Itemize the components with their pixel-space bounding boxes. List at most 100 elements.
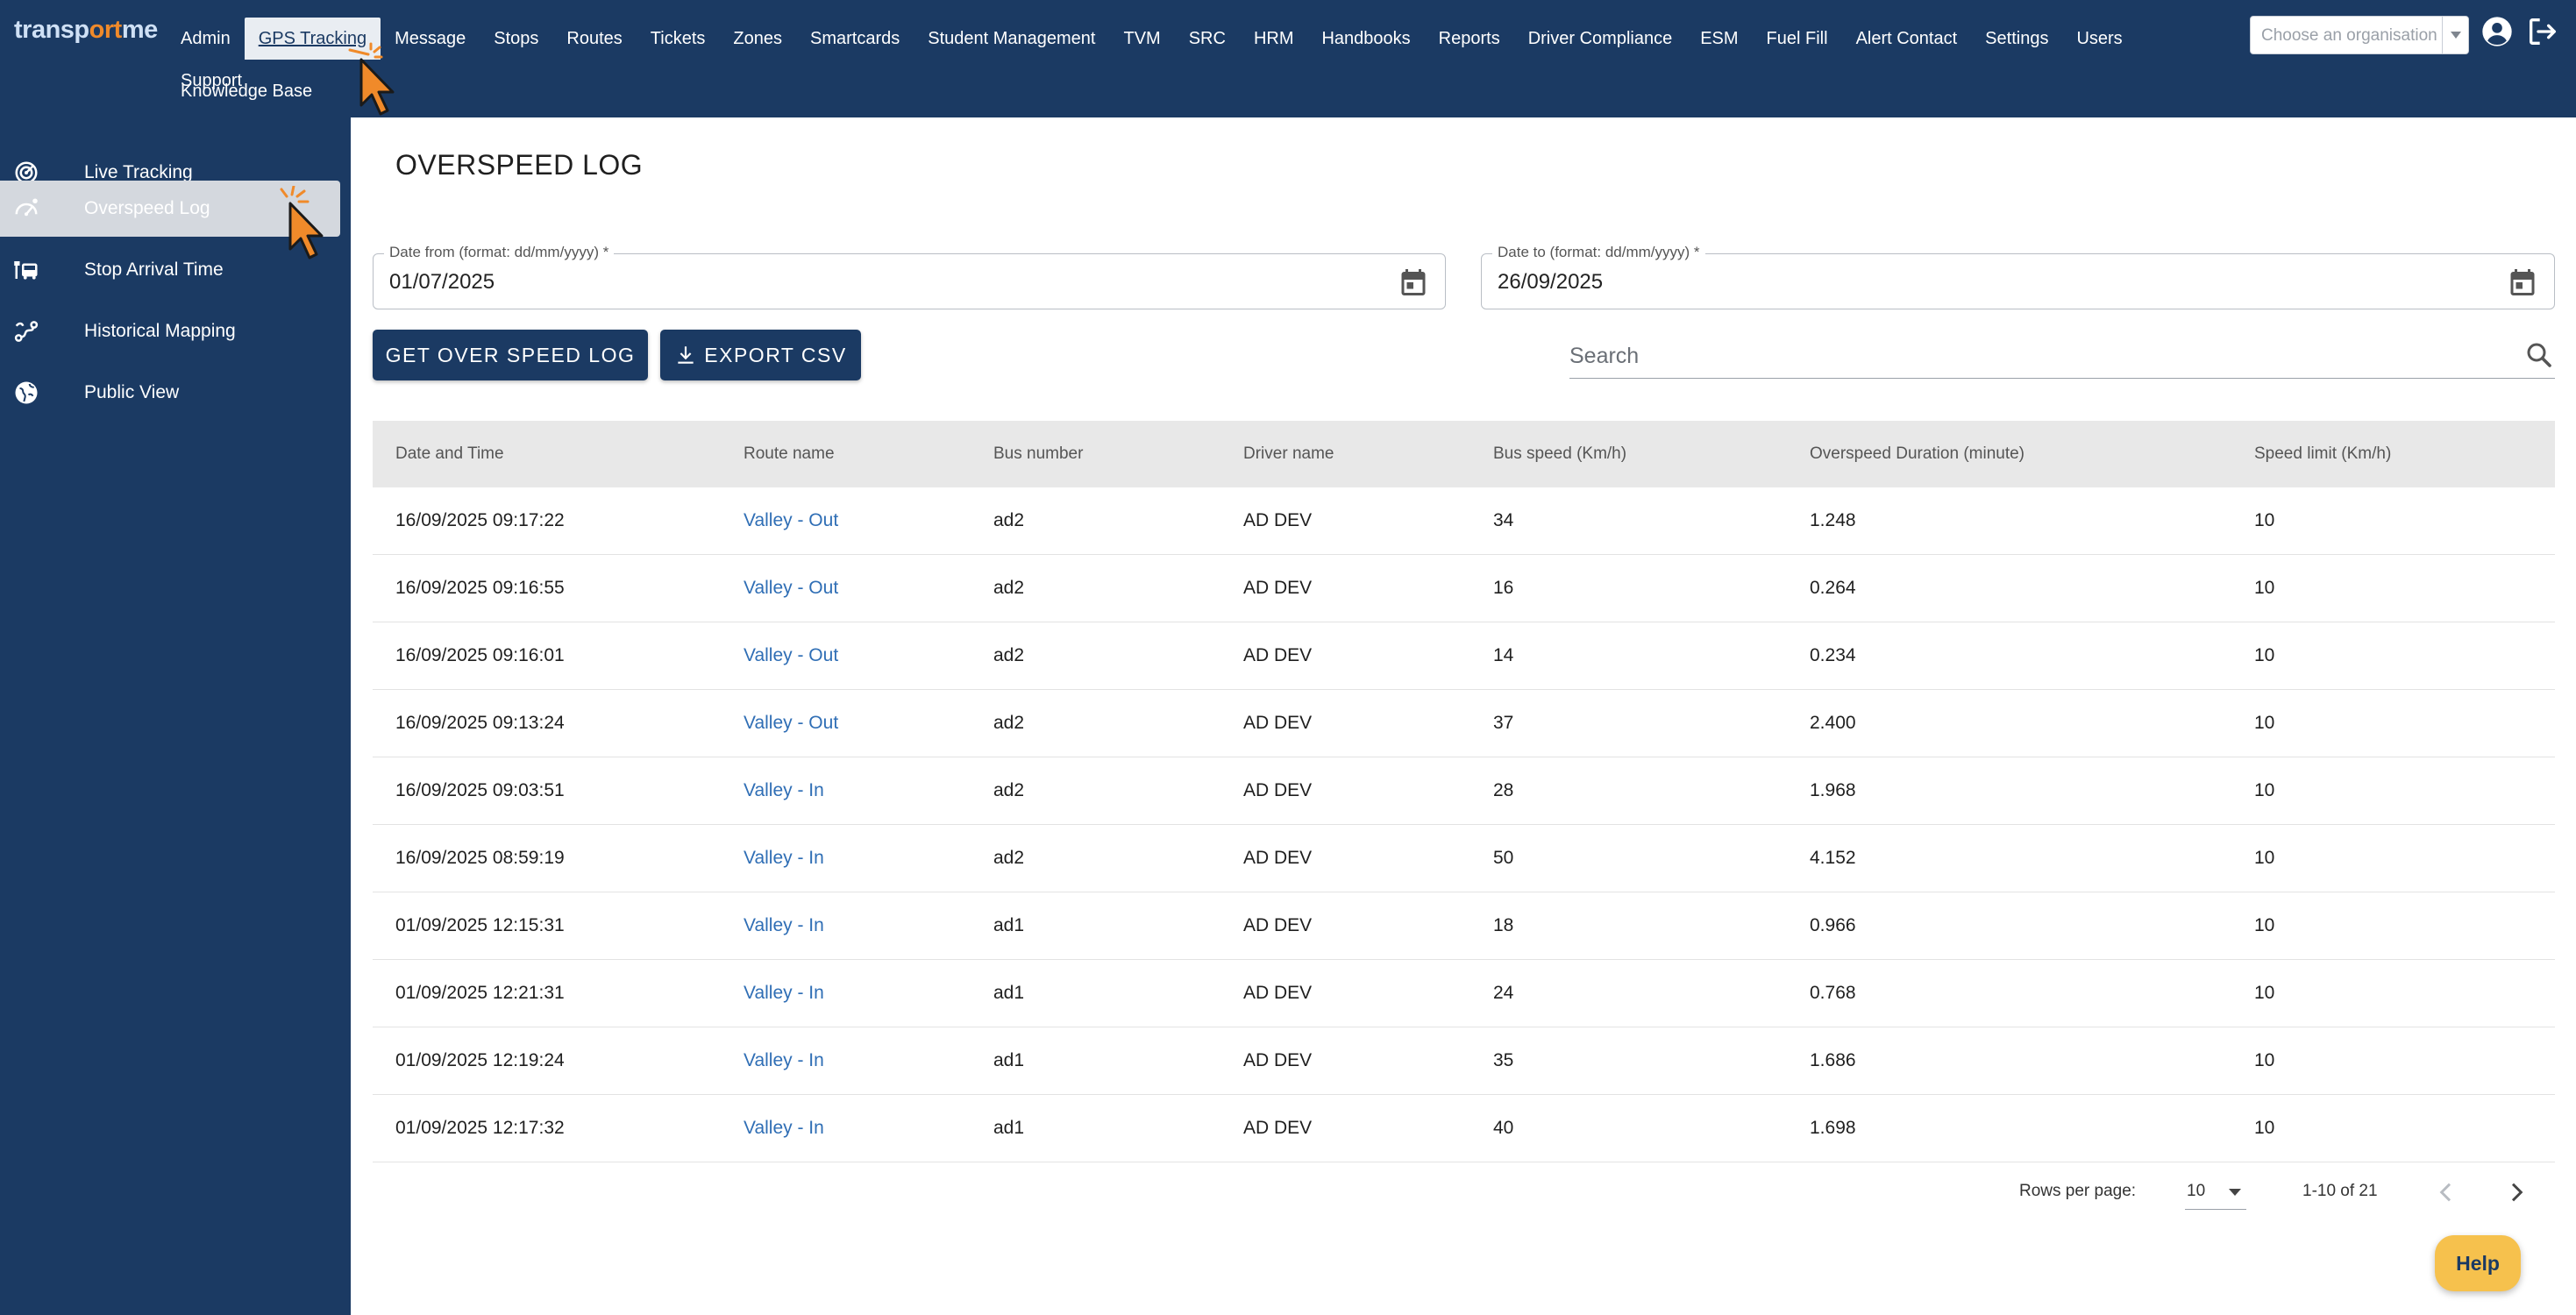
- nav-item-smartcards[interactable]: Smartcards: [809, 29, 900, 48]
- route-link[interactable]: Valley - In: [744, 780, 824, 800]
- route-link[interactable]: Valley - Out: [744, 645, 839, 665]
- date-from-value[interactable]: 01/07/2025: [389, 270, 495, 294]
- cell-overspeed-duration: 2.400: [1810, 713, 1856, 733]
- table-row[interactable]: 16/09/2025 08:59:19 Valley - In ad2 AD DEV 5…: [373, 825, 2555, 892]
- table-row[interactable]: 16/09/2025 09:13:24 Valley - Out ad2 AD DEV…: [373, 690, 2555, 757]
- cell-bus-speed: 50: [1493, 848, 1514, 868]
- sidebar-item-public-view[interactable]: Public View: [0, 366, 340, 420]
- table-row[interactable]: 16/09/2025 09:16:55 Valley - Out ad2 AD DEV…: [373, 555, 2555, 622]
- export-csv-button[interactable]: EXPORT CSV: [660, 330, 861, 380]
- account-circle-icon[interactable]: [2480, 14, 2515, 49]
- sidebar-item-label: Live Tracking: [84, 162, 193, 182]
- bus-stop-icon: [0, 243, 53, 297]
- table-body: 16/09/2025 09:17:22 Valley - Out ad2 AD DEV…: [373, 487, 2555, 1162]
- column-header-date-time[interactable]: Date and Time: [395, 444, 504, 463]
- table-row[interactable]: 16/09/2025 09:17:22 Valley - Out ad2 AD DEV…: [373, 487, 2555, 555]
- sidebar-item-stop-arrival-time[interactable]: Stop Arrival Time: [0, 243, 340, 297]
- sidebar-item-historical-mapping[interactable]: Historical Mapping: [0, 304, 340, 359]
- route-link[interactable]: Valley - In: [744, 848, 824, 868]
- nav-item-tickets[interactable]: Tickets: [650, 29, 706, 48]
- nav-item-stops[interactable]: Stops: [494, 29, 539, 48]
- route-link[interactable]: Valley - Out: [744, 578, 839, 598]
- sidebar-item-label: Stop Arrival Time: [84, 259, 224, 280]
- nav-item-settings[interactable]: Settings: [1985, 29, 2049, 48]
- search-placeholder: Search: [1569, 344, 1640, 368]
- table-row[interactable]: 01/09/2025 12:19:24 Valley - In ad1 AD DEV 3…: [373, 1027, 2555, 1095]
- sidebar: Live Tracking Overspeed Log Stop Arrival…: [0, 117, 351, 1315]
- cell-date-time: 16/09/2025 08:59:19: [395, 848, 565, 868]
- get-overspeed-log-button[interactable]: GET OVER SPEED LOG: [373, 330, 648, 380]
- table-row[interactable]: 16/09/2025 09:16:01 Valley - Out ad2 AD DEV…: [373, 622, 2555, 690]
- route-map-icon: [0, 304, 53, 359]
- route-link[interactable]: Valley - Out: [744, 713, 839, 733]
- logout-icon[interactable]: [2525, 14, 2560, 49]
- nav-item-users[interactable]: Users: [2076, 29, 2123, 48]
- cell-driver-name: AD DEV: [1243, 780, 1313, 800]
- cell-driver-name: AD DEV: [1243, 983, 1313, 1003]
- nav-item-driver-compliance[interactable]: Driver Compliance: [1527, 29, 1673, 48]
- route-link[interactable]: Valley - In: [744, 1050, 824, 1070]
- cell-speed-limit: 10: [2254, 1118, 2275, 1138]
- column-header-overspeed-duration[interactable]: Overspeed Duration (minute): [1810, 444, 2025, 463]
- date-to-value[interactable]: 26/09/2025: [1498, 270, 1604, 294]
- help-button[interactable]: Help: [2435, 1235, 2521, 1291]
- sidebar-item-overspeed-log[interactable]: Overspeed Log: [0, 181, 340, 237]
- route-link[interactable]: Valley - In: [744, 915, 824, 935]
- column-header-bus-number[interactable]: Bus number: [993, 444, 1084, 463]
- cell-bus-speed: 35: [1493, 1050, 1514, 1070]
- cell-speed-limit: 10: [2254, 983, 2275, 1003]
- organisation-select[interactable]: Choose an organisation: [2250, 16, 2469, 54]
- date-to-field[interactable]: Date to (format: dd/mm/yyyy) * 26/09/202…: [1481, 244, 2555, 309]
- column-header-driver-name[interactable]: Driver name: [1243, 444, 1334, 463]
- nav-item-message[interactable]: Message: [395, 29, 466, 48]
- chevron-down-icon: [2442, 17, 2468, 53]
- route-link[interactable]: Valley - In: [744, 983, 824, 1003]
- nav-item-admin[interactable]: Admin: [181, 29, 231, 48]
- column-header-bus-speed[interactable]: Bus speed (Km/h): [1493, 444, 1627, 463]
- search-input[interactable]: Search: [1569, 331, 2555, 379]
- cell-bus-speed: 24: [1493, 983, 1514, 1003]
- search-icon[interactable]: [2523, 339, 2555, 371]
- nav-item-fuel-fill[interactable]: Fuel Fill: [1766, 29, 1828, 48]
- column-header-route-name[interactable]: Route name: [744, 444, 835, 463]
- table-row[interactable]: 01/09/2025 12:21:31 Valley - In ad1 AD DEV 2…: [373, 960, 2555, 1027]
- calendar-icon[interactable]: [2507, 267, 2538, 298]
- cell-overspeed-duration: 1.248: [1810, 510, 1856, 530]
- nav-item-tvm[interactable]: TVM: [1123, 29, 1161, 48]
- transportme-logo[interactable]: transportme: [14, 16, 158, 44]
- nav-item-src[interactable]: SRC: [1188, 29, 1226, 48]
- rows-per-page-value: 10: [2187, 1182, 2206, 1200]
- page-title: OVERSPEED LOG: [395, 149, 644, 181]
- cell-speed-limit: 10: [2254, 780, 2275, 800]
- calendar-icon[interactable]: [1398, 267, 1429, 298]
- nav-item-reports[interactable]: Reports: [1438, 29, 1500, 48]
- cell-overspeed-duration: 1.698: [1810, 1118, 1856, 1138]
- next-page-icon[interactable]: [2502, 1178, 2530, 1206]
- table-row[interactable]: 01/09/2025 12:15:31 Valley - In ad1 AD DEV 1…: [373, 892, 2555, 960]
- route-link[interactable]: Valley - In: [744, 1118, 824, 1138]
- nav-item-student-management[interactable]: Student Management: [928, 29, 1096, 48]
- nav-item-esm[interactable]: ESM: [1700, 29, 1739, 48]
- globe-icon: [0, 366, 53, 420]
- nav-item-alert-contact[interactable]: Alert Contact: [1855, 29, 1958, 48]
- nav-item-support[interactable]: Support: [181, 71, 243, 90]
- nav-item-knowledge-base[interactable]: Knowledge Base: [181, 82, 313, 101]
- table-row[interactable]: 16/09/2025 09:03:51 Valley - In ad2 AD DEV 2…: [373, 757, 2555, 825]
- table-row[interactable]: 01/09/2025 12:17:32 Valley - In ad1 AD DEV 4…: [373, 1095, 2555, 1162]
- cell-driver-name: AD DEV: [1243, 510, 1313, 530]
- date-from-field[interactable]: Date from (format: dd/mm/yyyy) * 01/07/2…: [373, 244, 1446, 309]
- column-header-speed-limit[interactable]: Speed limit (Km/h): [2254, 444, 2392, 463]
- nav-item-zones[interactable]: Zones: [733, 29, 782, 48]
- nav-item-hrm[interactable]: HRM: [1253, 29, 1294, 48]
- rows-per-page-select[interactable]: 10: [2185, 1175, 2246, 1210]
- nav-item-gps-tracking[interactable]: GPS Tracking: [244, 18, 381, 60]
- route-link[interactable]: Valley - Out: [744, 510, 839, 530]
- organisation-select-placeholder: Choose an organisation: [2261, 26, 2437, 45]
- previous-page-icon[interactable]: [2432, 1178, 2460, 1206]
- cell-bus-number: ad2: [993, 780, 1025, 800]
- cell-bus-number: ad2: [993, 645, 1025, 665]
- cell-bus-speed: 40: [1493, 1118, 1514, 1138]
- nav-item-handbooks[interactable]: Handbooks: [1321, 29, 1411, 48]
- cell-speed-limit: 10: [2254, 1050, 2275, 1070]
- nav-item-routes[interactable]: Routes: [566, 29, 623, 48]
